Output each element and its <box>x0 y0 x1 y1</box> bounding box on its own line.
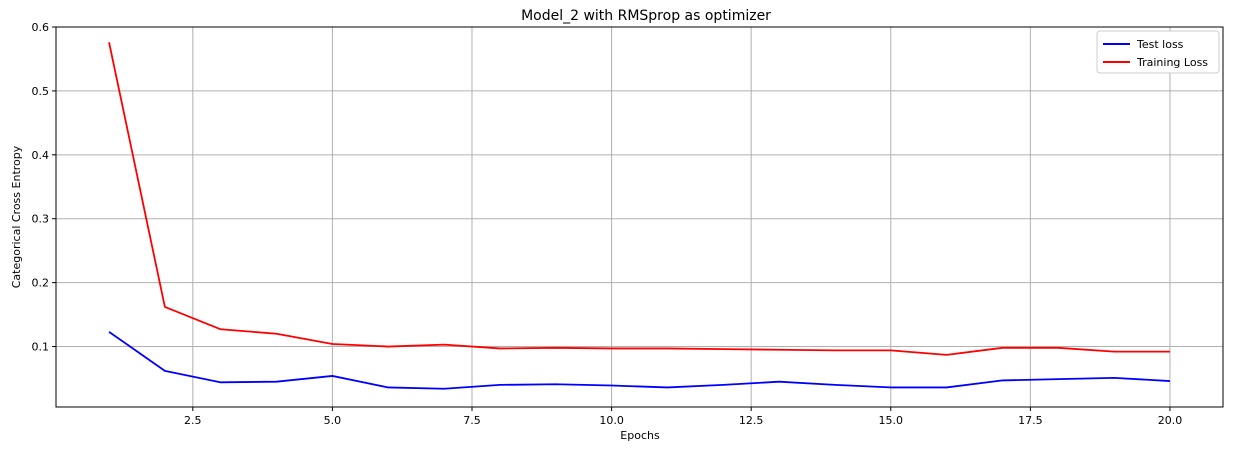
y-tick-label: 0.3 <box>32 213 50 226</box>
y-tick-label: 0.1 <box>32 341 50 354</box>
y-tick-label: 0.4 <box>32 149 50 162</box>
x-tick-label: 15.0 <box>879 414 904 427</box>
y-axis-label: Categorical Cross Entropy <box>10 145 23 288</box>
chart-title: Model_2 with RMSprop as optimizer <box>521 8 771 24</box>
series-lines <box>108 42 1171 390</box>
y-tick-label: 0.2 <box>32 277 50 290</box>
x-tick-label: 7.5 <box>463 414 481 427</box>
x-tick-label: 20.0 <box>1158 414 1183 427</box>
x-tick-label: 2.5 <box>184 414 202 427</box>
series-line-training-loss <box>108 42 1170 356</box>
x-tick-label: 12.5 <box>739 414 764 427</box>
y-axis-ticks: 0.1 0.2 0.3 0.4 0.5 0.6 <box>32 21 56 354</box>
x-axis-label: Epochs <box>620 429 660 442</box>
x-tick-label: 10.0 <box>599 414 624 427</box>
y-tick-label: 0.6 <box>32 21 50 34</box>
x-tick-label: 5.0 <box>324 414 342 427</box>
plot-frame <box>55 26 1224 408</box>
legend-label-test-loss: Test loss <box>1136 38 1184 51</box>
grid <box>56 26 1223 407</box>
legend-label-training-loss: Training Loss <box>1136 56 1208 69</box>
series-line-test-loss <box>108 331 1171 390</box>
x-axis-ticks: 2.5 5.0 7.5 10.0 12.5 15.0 17.5 20.0 <box>184 407 1182 427</box>
legend: Test loss Training Loss <box>1096 30 1220 74</box>
y-tick-label: 0.5 <box>32 85 50 98</box>
x-tick-label: 17.5 <box>1018 414 1043 427</box>
